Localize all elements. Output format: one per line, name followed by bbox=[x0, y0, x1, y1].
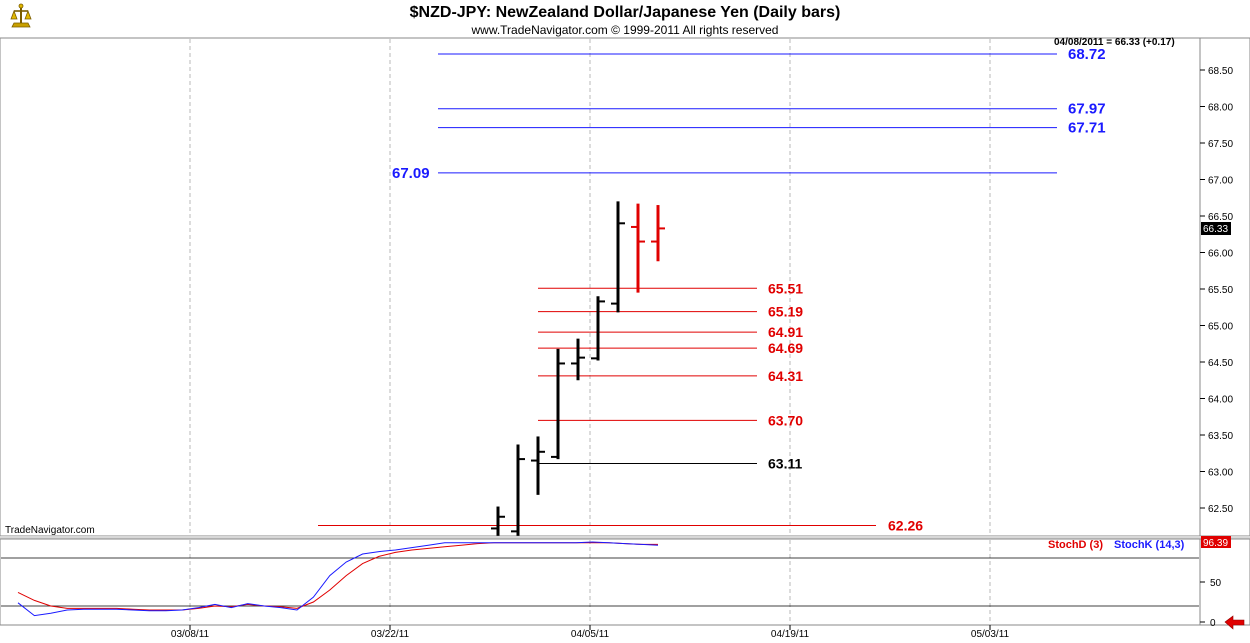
price-tick-label: 67.50 bbox=[1208, 139, 1233, 150]
date-tick-label: 04/05/11 bbox=[571, 629, 610, 640]
price-tick-label: 64.00 bbox=[1208, 395, 1233, 406]
level-label: 67.09 bbox=[392, 165, 430, 182]
level-label: 67.71 bbox=[1068, 120, 1106, 137]
price-axis bbox=[1199, 37, 1250, 537]
copyright-line: www.TradeNavigator.com © 1999-2011 All r… bbox=[471, 23, 779, 37]
ohlc-bars bbox=[491, 201, 665, 536]
level-label: 67.97 bbox=[1068, 101, 1106, 118]
price-tick-label: 66.50 bbox=[1208, 212, 1233, 223]
stoch-tick-label: 0 bbox=[1210, 618, 1216, 629]
price-plot-area bbox=[0, 37, 1201, 537]
price-tick-label: 63.50 bbox=[1208, 431, 1233, 442]
level-label: 63.70 bbox=[768, 412, 803, 428]
stoch-last-tag: 96.39 bbox=[1201, 536, 1231, 549]
date-tick-label: 05/03/11 bbox=[971, 629, 1010, 640]
price-tick-label: 68.50 bbox=[1208, 66, 1233, 77]
price-levels: 68.72 67.97 67.71 67.09 65.51 65.19 64.9164.69… bbox=[318, 46, 1106, 534]
level-label: 64.69 bbox=[768, 340, 803, 356]
level-label: 65.51 bbox=[768, 280, 803, 296]
date-tick-label: 03/08/11 bbox=[171, 629, 210, 640]
last-price-tag: 66.33 bbox=[1201, 222, 1231, 235]
price-tick-label: 66.00 bbox=[1208, 249, 1233, 260]
price-panel: 62.50 63.00 63.50 64.00 64.50 65.00 65.50 66.00… bbox=[0, 37, 1250, 537]
date-tick-label: 04/19/11 bbox=[771, 629, 810, 640]
stoch-lines bbox=[17, 541, 659, 617]
level-label: 65.19 bbox=[768, 304, 803, 320]
price-tick-label: 63.00 bbox=[1208, 468, 1233, 479]
stochastic-panel: 50 0 StochD (3) StochK (14,3) 96.39 bbox=[0, 536, 1250, 629]
date-axis: 03/08/11 03/22/11 04/05/11 04/19/11 05/03/11 bbox=[171, 625, 1010, 640]
price-grid bbox=[189, 39, 991, 535]
level-label: 63.11 bbox=[768, 455, 802, 471]
price-tick-label: 65.00 bbox=[1208, 322, 1233, 333]
last-price-label: 66.33 bbox=[1203, 224, 1228, 235]
stoch-plot-area bbox=[0, 538, 1201, 626]
back-arrow-icon[interactable] bbox=[1224, 615, 1245, 630]
legend-stochd: StochD (3) bbox=[1048, 539, 1103, 551]
stoch-axis bbox=[1199, 538, 1250, 626]
price-tick-label: 68.00 bbox=[1208, 103, 1233, 114]
panel-separator[interactable] bbox=[0, 536, 1250, 539]
stoch-tick-label: 50 bbox=[1210, 578, 1222, 589]
level-label: 64.91 bbox=[768, 324, 803, 340]
price-y-ticks: 62.50 63.00 63.50 64.00 64.50 65.00 65.50 66.00… bbox=[1200, 66, 1233, 515]
price-tick-label: 62.50 bbox=[1208, 504, 1233, 515]
stoch-series-line bbox=[17, 541, 659, 617]
level-label: 64.31 bbox=[768, 368, 803, 384]
stoch-last-label: 96.39 bbox=[1203, 538, 1228, 549]
date-tick-label: 03/22/11 bbox=[371, 629, 410, 640]
level-label: 68.72 bbox=[1068, 46, 1106, 63]
price-tick-label: 65.50 bbox=[1208, 285, 1233, 296]
price-tick-label: 64.50 bbox=[1208, 358, 1233, 369]
price-tick-label: 67.00 bbox=[1208, 176, 1233, 187]
stoch-grid: 50 0 bbox=[1, 540, 1222, 629]
watermark: TradeNavigator.com bbox=[5, 525, 95, 536]
logo-icon[interactable] bbox=[7, 3, 35, 31]
chart-title: $NZD-JPY: NewZealand Dollar/Japanese Yen… bbox=[410, 4, 841, 21]
level-label: 62.26 bbox=[888, 518, 923, 534]
legend-stochk: StochK (14,3) bbox=[1114, 539, 1185, 551]
last-quote: 04/08/2011 = 66.33 (+0.17) bbox=[1054, 37, 1175, 48]
